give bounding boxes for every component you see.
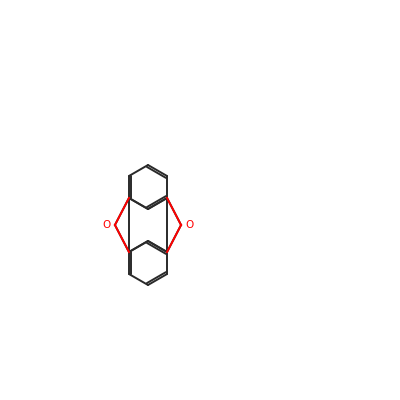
Text: O: O — [185, 220, 193, 230]
Text: O: O — [103, 220, 111, 230]
